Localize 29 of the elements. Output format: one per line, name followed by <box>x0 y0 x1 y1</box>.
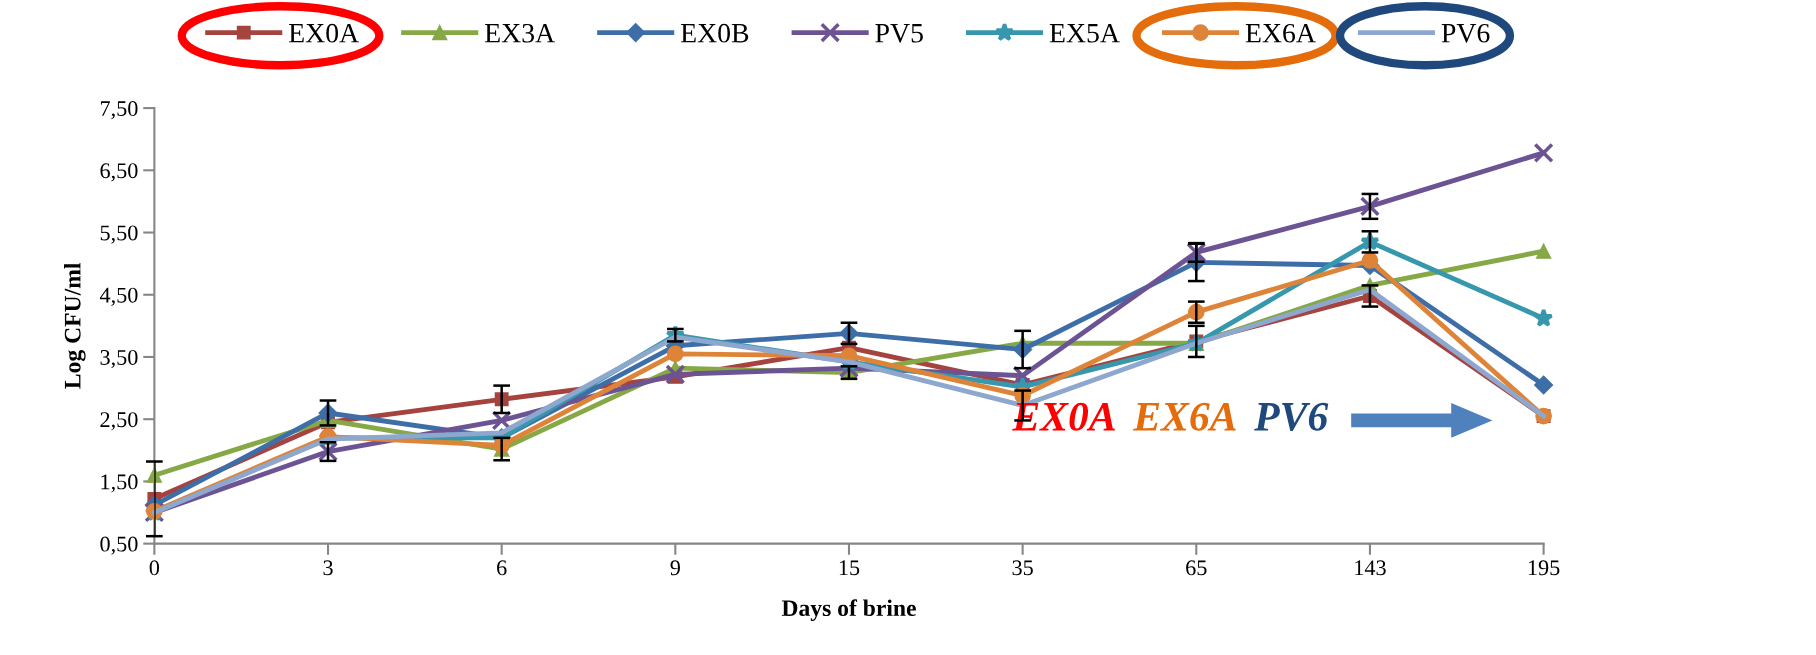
y-axis-title: Log CFU/ml <box>64 262 86 389</box>
annotation: PV6 <box>1254 402 1329 432</box>
x-tick-label: 143 <box>1355 560 1386 576</box>
y-tick-label: 1,50 <box>101 474 138 493</box>
y-tick-label: 4,50 <box>99 287 138 306</box>
legend-label: PV6 <box>1441 23 1490 43</box>
x-tick-label: 195 <box>1528 560 1560 576</box>
annotation: EX6A <box>1133 402 1236 431</box>
x-tick-label: 0 <box>149 560 160 576</box>
legend-label: EX0B <box>680 23 749 43</box>
legend-label: PV5 <box>875 24 923 43</box>
x-tick-label: 9 <box>670 560 680 576</box>
legend-label: EX5A <box>1049 23 1120 43</box>
x-tick-label: 3 <box>323 560 333 576</box>
y-tick-label: 6,50 <box>100 163 138 182</box>
x-tick-label: 15 <box>839 560 860 576</box>
legend-label: EX0A <box>288 23 359 43</box>
x-tick-label: 35 <box>1012 560 1033 576</box>
x-axis-title: Days of brine <box>781 599 916 621</box>
x-tick-label: 65 <box>1186 560 1207 576</box>
y-tick-label: 3,50 <box>100 349 138 369</box>
legend-label: EX6A <box>1245 23 1316 43</box>
legend-label: EX3A <box>484 23 555 43</box>
x-tick-label: 6 <box>497 560 507 576</box>
y-tick-label: 7,50 <box>100 101 138 120</box>
y-tick-label: 5,50 <box>100 225 138 244</box>
annotation: EX0A <box>1012 402 1115 431</box>
y-tick-label: 0,50 <box>100 536 138 555</box>
y-tick-label: 2,50 <box>100 412 138 431</box>
